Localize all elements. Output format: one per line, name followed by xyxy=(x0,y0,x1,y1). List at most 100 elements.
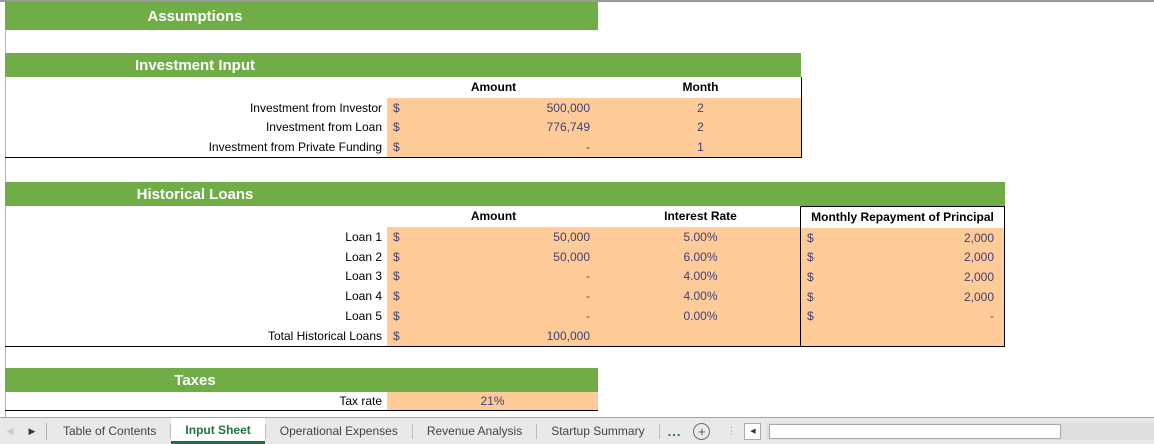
loan-row-label: Loan 4 xyxy=(345,289,382,304)
currency-symbol: $ xyxy=(393,120,400,135)
investment-month-value: 2 xyxy=(697,120,704,135)
loan-amount-input-cell[interactable]: $ - xyxy=(387,286,600,307)
horizontal-scrollbar-thumb[interactable] xyxy=(769,423,1062,439)
investment-row-label: Investment from Private Funding xyxy=(208,140,382,155)
investment-amount-input-cell[interactable]: $ 776,749 xyxy=(387,117,600,138)
repayment-input-cell[interactable]: $ 2,000 xyxy=(801,228,1004,248)
loan-row: Loan 3 $ - 4.00% xyxy=(5,266,801,287)
loan-amount-value: - xyxy=(586,309,590,324)
top-gridline xyxy=(0,0,1154,2)
taxes-section-header: Taxes xyxy=(5,368,598,392)
more-sheets-button[interactable]: ... xyxy=(667,423,682,439)
hscroll-left-icon[interactable]: ◀ xyxy=(744,422,762,440)
investment-table: Amount Month Investment from Investor $ … xyxy=(5,77,802,158)
repayment-value: 2,000 xyxy=(963,270,994,284)
repayment-row: $ 2,000 xyxy=(801,228,1004,248)
add-sheet-icon[interactable]: + xyxy=(693,422,711,440)
historical-header-spacer xyxy=(5,206,387,227)
sheet-nav-next-icon[interactable]: ▶ xyxy=(28,425,36,436)
investment-month-input-cell[interactable]: 1 xyxy=(600,137,801,157)
investment-row: Investment from Investor $ 500,000 2 xyxy=(5,97,801,118)
assumptions-section-header: Assumptions xyxy=(5,2,598,30)
sheet-nav-prev-icon[interactable]: ◀ xyxy=(6,425,14,436)
currency-symbol: $ xyxy=(393,329,400,344)
loan-amount-value: 50,000 xyxy=(553,249,590,264)
currency-symbol: $ xyxy=(393,269,400,284)
loan-row: Loan 2 $ 50,000 6.00% xyxy=(5,246,801,267)
repayment-row: $ 2,000 xyxy=(801,287,1004,307)
loan-row: Loan 4 $ - 4.00% xyxy=(5,286,801,307)
currency-symbol: $ xyxy=(393,100,400,115)
horizontal-scrollbar-track[interactable] xyxy=(767,422,1154,440)
repayment-value: 2,000 xyxy=(963,230,994,245)
repayment-input-cell[interactable]: $ 2,000 xyxy=(801,247,1004,267)
currency-symbol: $ xyxy=(393,249,400,264)
tab-operational-expenses[interactable]: Operational Expenses xyxy=(279,424,398,438)
tax-rate-row: Tax rate 21% xyxy=(5,392,598,410)
investment-amount-column-header: Amount xyxy=(470,80,517,95)
investment-header-spacer xyxy=(5,77,387,98)
tab-startup-summary[interactable]: Startup Summary xyxy=(551,424,645,438)
investment-amount-input-cell[interactable]: $ - xyxy=(387,137,600,157)
currency-symbol: $ xyxy=(807,309,814,324)
loan-interest-value: 4.00% xyxy=(683,289,718,304)
tax-rate-label: Tax rate xyxy=(339,394,382,408)
sheet-left-gridline xyxy=(5,2,6,417)
loan-row-label: Loan 5 xyxy=(345,309,382,324)
investment-section-header: Investment Input xyxy=(5,53,801,77)
tab-divider xyxy=(411,423,413,439)
historical-loans-title: Historical Loans xyxy=(136,185,254,203)
loan-interest-input-cell[interactable]: 4.00% xyxy=(600,266,801,287)
investment-row-label: Investment from Loan xyxy=(265,120,382,135)
monthly-repayment-table: Monthly Repayment of Principal $ 2,000 $… xyxy=(800,206,1005,347)
currency-symbol: $ xyxy=(393,140,400,155)
tax-rate-value: 21% xyxy=(480,394,505,408)
tab-revenue-analysis[interactable]: Revenue Analysis xyxy=(426,424,523,438)
tabbar-divider xyxy=(46,422,47,440)
tab-input-sheet[interactable]: Input Sheet xyxy=(171,418,265,444)
historical-amount-column-header: Amount xyxy=(470,209,517,224)
loan-amount-input-cell[interactable]: $ - xyxy=(387,306,600,327)
total-historical-loans-row: Total Historical Loans $ 100,000 xyxy=(5,326,801,346)
loan-interest-value: 0.00% xyxy=(683,309,718,324)
sheet-tab-bar: ◀ ▶ Table of Contents Input Sheet Operat… xyxy=(0,417,1154,444)
investment-row: Investment from Loan $ 776,749 2 xyxy=(5,117,801,138)
tab-divider xyxy=(536,423,538,439)
tax-rate-input-cell[interactable]: 21% xyxy=(387,392,598,410)
loan-row-label: Loan 1 xyxy=(345,229,382,244)
repayment-row: $ 2,000 xyxy=(801,247,1004,267)
total-historical-loans-cell[interactable]: $ 100,000 xyxy=(387,326,600,346)
repayment-row: $ 2,000 xyxy=(801,267,1004,287)
loan-row-label: Loan 2 xyxy=(345,249,382,264)
loan-row-label: Loan 3 xyxy=(345,269,382,284)
investment-month-input-cell[interactable]: 2 xyxy=(600,97,801,118)
loan-interest-input-cell[interactable]: 4.00% xyxy=(600,286,801,307)
loan-amount-input-cell[interactable]: $ - xyxy=(387,266,600,287)
loan-interest-value: 6.00% xyxy=(683,249,718,264)
investment-row: Investment from Private Funding $ - 1 xyxy=(5,137,801,157)
repayment-value: 2,000 xyxy=(963,289,994,304)
investment-amount-input-cell[interactable]: $ 500,000 xyxy=(387,97,600,118)
currency-symbol: $ xyxy=(807,289,814,304)
currency-symbol: $ xyxy=(807,230,814,245)
repayment-value: - xyxy=(990,309,994,324)
loan-amount-input-cell[interactable]: $ 50,000 xyxy=(387,246,600,267)
repayment-input-cell[interactable]: $ 2,000 xyxy=(801,287,1004,307)
taxes-title: Taxes xyxy=(174,371,216,389)
loan-interest-input-cell[interactable]: 5.00% xyxy=(600,226,801,247)
tab-table-of-contents[interactable]: Table of Contents xyxy=(63,424,157,438)
loan-interest-input-cell[interactable]: 6.00% xyxy=(600,246,801,267)
repayment-input-cell[interactable]: $ 2,000 xyxy=(801,267,1004,287)
loan-interest-input-cell[interactable]: 0.00% xyxy=(600,306,801,327)
investment-row-label: Investment from Investor xyxy=(249,100,382,115)
loan-amount-value: - xyxy=(586,269,590,284)
loan-amount-value: 50,000 xyxy=(553,229,590,244)
investment-amount-value: 500,000 xyxy=(546,100,590,115)
repayment-input-cell[interactable]: $ - xyxy=(801,307,1004,327)
investment-month-input-cell[interactable]: 2 xyxy=(600,117,801,138)
loan-amount-input-cell[interactable]: $ 50,000 xyxy=(387,226,600,247)
currency-symbol: $ xyxy=(807,250,814,265)
loan-amount-value: - xyxy=(586,289,590,304)
investment-month-value: 1 xyxy=(697,140,704,155)
